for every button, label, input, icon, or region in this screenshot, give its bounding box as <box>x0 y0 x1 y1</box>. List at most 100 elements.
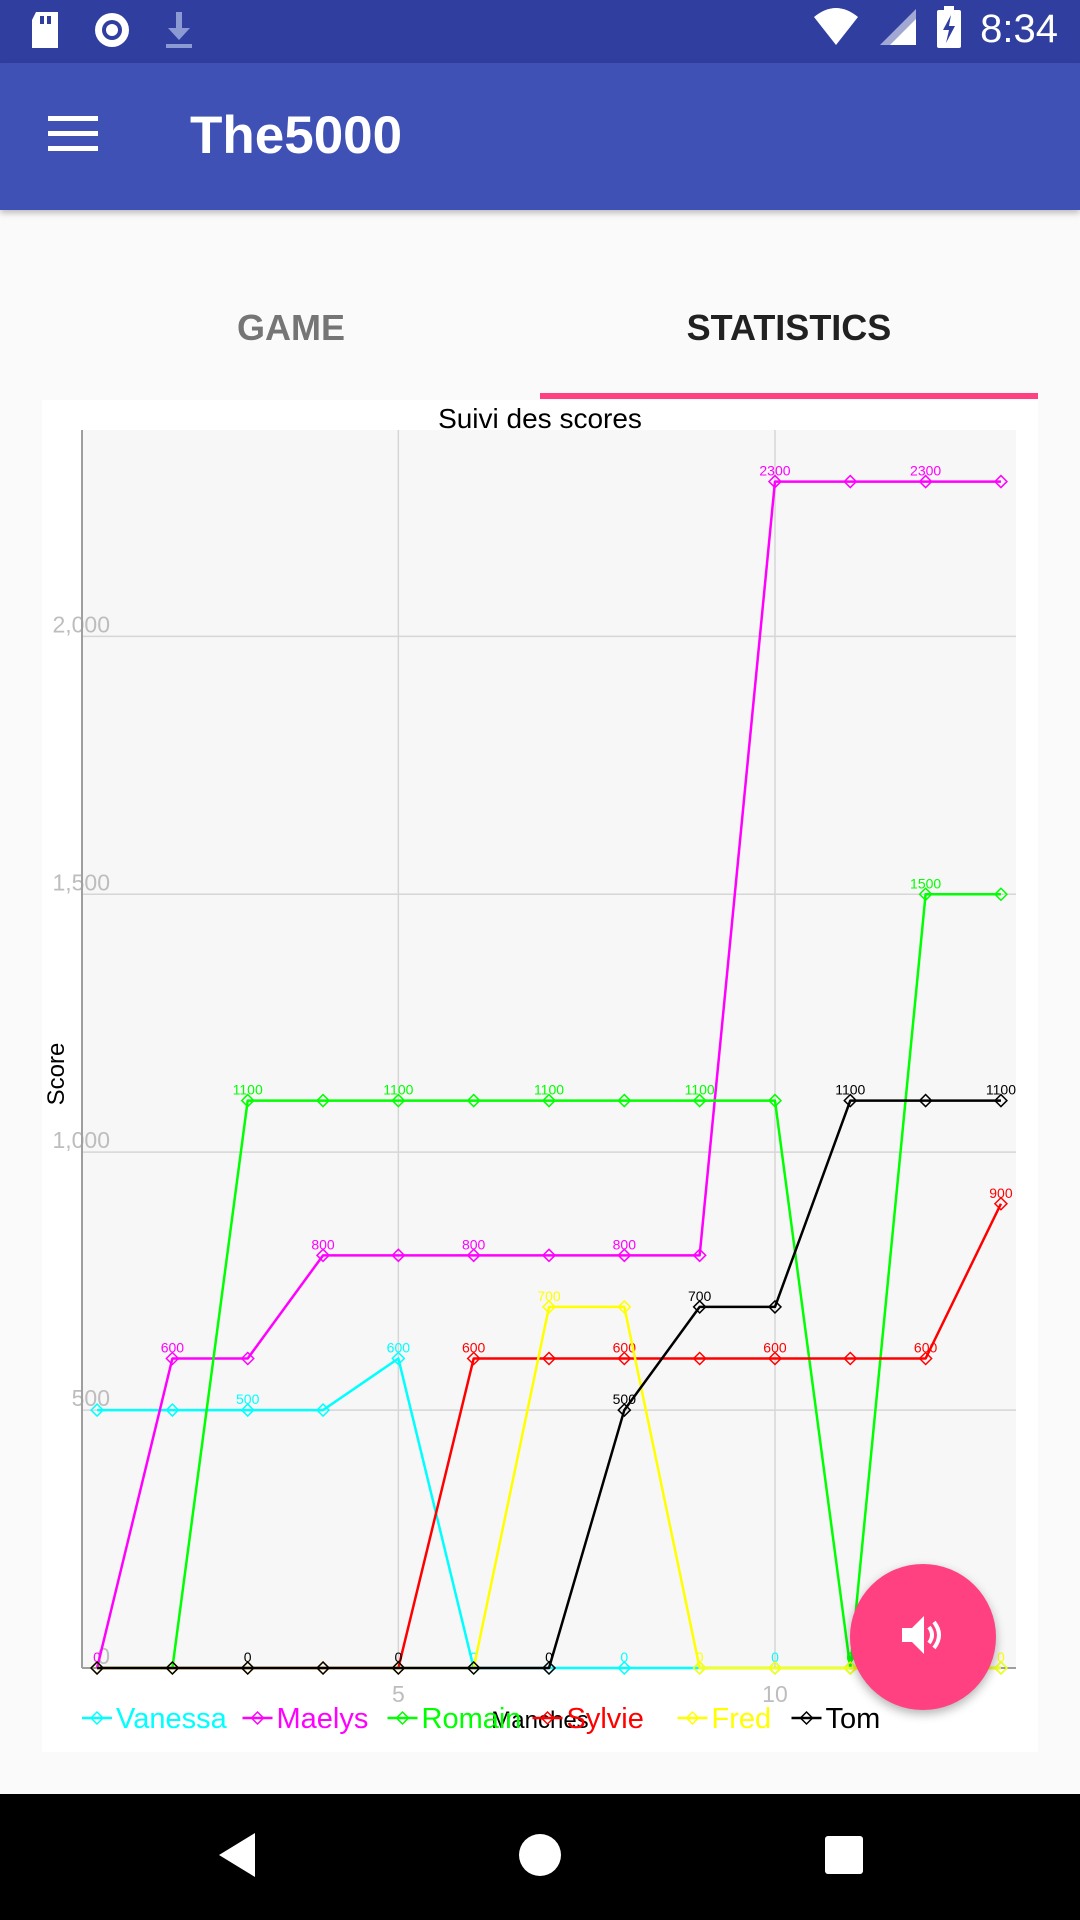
data-point <box>466 1248 481 1263</box>
legend-label-tom: Tom <box>826 1703 881 1735</box>
data-point <box>692 1248 707 1263</box>
data-point <box>90 1660 105 1676</box>
plot-background <box>82 430 1016 1668</box>
y-tick-label: 500 <box>72 1385 110 1411</box>
legend-label-romain: Romain <box>422 1703 522 1735</box>
status-time: 8:34 <box>980 7 1058 51</box>
data-label: 600 <box>613 1340 637 1356</box>
data-label: 0 <box>696 1649 704 1665</box>
data-point <box>993 887 1008 902</box>
legend-marker <box>89 1710 105 1726</box>
data-point <box>617 1403 632 1418</box>
battery-charging-icon <box>936 6 962 53</box>
recents-icon <box>823 1834 865 1881</box>
legend-label-maelys: Maelys <box>277 1703 369 1735</box>
data-point <box>315 1093 331 1108</box>
x-tick-label: 10 <box>762 1681 788 1707</box>
data-label: 500 <box>236 1391 260 1407</box>
data-point <box>843 1093 858 1108</box>
data-label: 1100 <box>534 1082 564 1098</box>
data-point <box>617 1660 632 1676</box>
data-point <box>466 1093 481 1108</box>
data-point <box>90 1403 105 1418</box>
data-point <box>541 1660 557 1676</box>
legend-label-vanessa: Vanessa <box>116 1703 228 1735</box>
sd-card-icon <box>28 10 62 55</box>
data-point <box>391 1351 406 1366</box>
data-point <box>315 1403 331 1418</box>
x-tick-label: 5 <box>392 1681 405 1707</box>
tab-statistics[interactable]: STATISTICS <box>686 307 892 348</box>
signal-icon <box>878 7 918 52</box>
x-axis-label: Manches <box>491 1707 588 1734</box>
data-point <box>617 1351 632 1366</box>
speaker-icon <box>898 1610 948 1665</box>
data-point <box>918 1093 933 1108</box>
score-chart-card: 05001,0001,5002,000510500600000060080080… <box>42 400 1038 1752</box>
data-label: 700 <box>537 1288 561 1304</box>
app-title: The5000 <box>190 106 403 165</box>
y-axis-label: Score <box>43 1043 70 1106</box>
data-label: 0 <box>771 1649 779 1665</box>
legend-label-sylvie: Sylvie <box>567 1703 644 1735</box>
back-icon <box>215 1831 259 1884</box>
data-point <box>240 1093 255 1108</box>
data-point <box>165 1351 180 1366</box>
data-label: 1100 <box>835 1082 865 1098</box>
wifi-icon <box>812 7 860 52</box>
data-point <box>391 1093 406 1108</box>
menu-button[interactable] <box>40 108 106 168</box>
data-point <box>391 1660 406 1676</box>
data-point <box>391 1248 406 1263</box>
data-point <box>315 1660 331 1676</box>
chart-title: Suivi des scores <box>438 403 642 434</box>
sound-fab-button[interactable] <box>850 1564 996 1710</box>
data-point <box>466 1351 481 1366</box>
data-point <box>165 1660 180 1676</box>
data-point <box>767 474 783 489</box>
data-point <box>692 1093 707 1108</box>
data-point <box>993 1660 1008 1676</box>
series-line-maelys <box>95 480 1001 1669</box>
data-label: 600 <box>914 1340 938 1356</box>
data-point <box>843 1660 858 1676</box>
data-point <box>541 1299 557 1314</box>
data-label: 500 <box>613 1391 637 1407</box>
data-point <box>918 474 933 489</box>
legend-marker <box>685 1710 700 1726</box>
data-label: 800 <box>613 1236 637 1252</box>
data-point <box>843 1351 858 1366</box>
data-point <box>767 1299 783 1314</box>
tab-game[interactable]: GAME <box>237 307 345 348</box>
data-label: 0 <box>545 1649 553 1665</box>
data-point <box>240 1660 255 1676</box>
data-point <box>692 1299 707 1314</box>
data-label: 800 <box>462 1236 486 1252</box>
tab-indicator <box>540 393 1038 399</box>
data-point <box>692 1351 707 1366</box>
series-line-tom <box>97 1099 1001 1670</box>
data-label: 600 <box>462 1340 486 1356</box>
record-icon <box>92 10 132 55</box>
data-point <box>617 1299 632 1314</box>
data-point <box>315 1248 331 1263</box>
app-bar: The5000 <box>0 63 1080 210</box>
data-label: 0 <box>846 1649 854 1665</box>
data-point <box>767 1351 783 1366</box>
data-label: 1100 <box>986 1082 1016 1098</box>
data-label: 0 <box>244 1649 252 1665</box>
nav-recents-button[interactable] <box>784 1794 904 1920</box>
nav-home-button[interactable] <box>480 1794 600 1920</box>
nav-back-button[interactable] <box>177 1794 297 1920</box>
tab-bar: GAME STATISTICS <box>42 258 1038 398</box>
legend-marker <box>799 1710 814 1726</box>
data-label: 1100 <box>685 1082 715 1098</box>
data-point <box>541 1248 557 1263</box>
home-icon <box>517 1832 563 1883</box>
score-chart: 05001,0001,5002,000510500600000060080080… <box>43 403 1016 1735</box>
legend-marker <box>540 1710 555 1726</box>
data-point <box>240 1351 255 1366</box>
data-label: 0 <box>93 1649 101 1665</box>
status-bar: 8:34 <box>0 0 1080 63</box>
data-label: 0 <box>997 1649 1005 1665</box>
